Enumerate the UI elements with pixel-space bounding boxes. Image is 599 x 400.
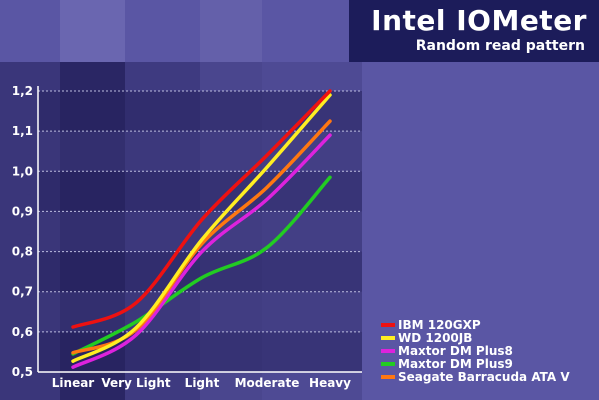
data-point-ibm-120gxp [328,89,332,93]
data-point-maxtor-dm-plus9 [328,175,332,179]
plot-band [38,291,362,332]
x-tick-label: Light [185,376,220,390]
legend-swatch-wd-1200jb [381,336,395,340]
data-point-maxtor-dm-plus8 [200,250,204,254]
x-tick-label: Very Light [101,376,171,390]
plot-band [38,91,362,132]
plot-band [38,331,362,372]
x-tick-label: Linear [52,376,95,390]
chart-title: Intel IOMeter [371,4,587,37]
legend-label-ibm-120gxp: IBM 120GXP [398,318,481,332]
data-point-maxtor-dm-plus8 [265,197,269,201]
legend-swatch-seagate-barracuda-ata-v [381,375,395,379]
data-point-ibm-120gxp [71,325,75,329]
data-point-wd-1200jb [134,326,138,330]
y-tick-label: 1,2 [12,84,33,98]
data-point-maxtor-dm-plus9 [200,276,204,280]
header-band [60,0,125,62]
y-tick-label: 0,6 [12,325,33,339]
x-tick-label: Heavy [309,376,351,390]
data-point-wd-1200jb [265,165,269,169]
data-point-seagate-barracuda-ata-v [265,185,269,189]
plot-band [38,131,362,172]
title-box: Intel IOMeter Random read pattern [349,0,599,62]
header-band [200,0,262,62]
y-tick-label: 1,0 [12,164,33,178]
data-point-maxtor-dm-plus8 [328,133,332,137]
data-point-maxtor-dm-plus9 [265,246,269,250]
legend-label-maxtor-dm-plus9: Maxtor DM Plus9 [398,357,513,371]
y-tick-label: 0,8 [12,245,33,259]
data-point-wd-1200jb [200,238,204,242]
legend-swatch-maxtor-dm-plus9 [381,362,395,366]
legend-swatch-maxtor-dm-plus8 [381,349,395,353]
data-point-maxtor-dm-plus8 [134,333,138,337]
data-point-ibm-120gxp [200,217,204,221]
y-tick-label: 0,9 [12,204,33,218]
legend-label-maxtor-dm-plus8: Maxtor DM Plus8 [398,344,513,358]
data-point-maxtor-dm-plus9 [134,320,138,324]
y-tick-label: 0,5 [12,365,33,379]
background-band [362,0,599,400]
plot-band [38,251,362,292]
y-tick-label: 0,7 [12,285,33,299]
y-tick-label: 1,1 [12,124,33,138]
plot-band [38,171,362,212]
data-point-seagate-barracuda-ata-v [71,351,75,355]
x-tick-label: Moderate [235,376,300,390]
legend-label-wd-1200jb: WD 1200JB [398,331,472,345]
data-point-wd-1200jb [71,359,75,363]
data-point-ibm-120gxp [265,153,269,157]
chart-subtitle: Random read pattern [415,38,585,54]
header-strip [0,0,350,62]
legend-swatch-ibm-120gxp [381,323,395,327]
data-point-seagate-barracuda-ata-v [328,119,332,123]
legend-label-seagate-barracuda-ata-v: Seagate Barracuda ATA V [398,370,570,384]
data-point-maxtor-dm-plus8 [71,365,75,369]
data-point-ibm-120gxp [134,301,138,305]
